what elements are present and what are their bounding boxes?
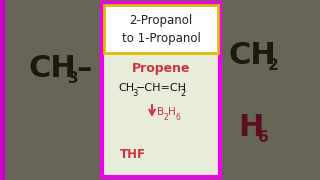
Bar [102,3,220,177]
Text: 6: 6 [258,130,269,145]
Text: CH: CH [228,40,276,69]
Text: 2: 2 [180,89,185,98]
Text: Propene: Propene [132,62,190,75]
Text: CH: CH [118,83,134,93]
Bar [0,0,5,180]
Text: –: – [76,53,91,82]
Text: 3: 3 [132,89,137,98]
Text: 2-Propanol
to 1-Propanol: 2-Propanol to 1-Propanol [122,14,200,44]
Text: H: H [238,114,263,143]
Text: H: H [168,107,176,117]
Text: 3: 3 [68,71,79,86]
Bar [104,5,218,53]
Text: THF: THF [120,148,146,161]
Text: 2: 2 [268,57,279,73]
Text: −CH=CH: −CH=CH [136,83,187,93]
Text: 2: 2 [164,112,169,122]
Text: 6: 6 [175,112,180,122]
Text: CH: CH [28,53,76,82]
Text: B: B [157,107,164,117]
